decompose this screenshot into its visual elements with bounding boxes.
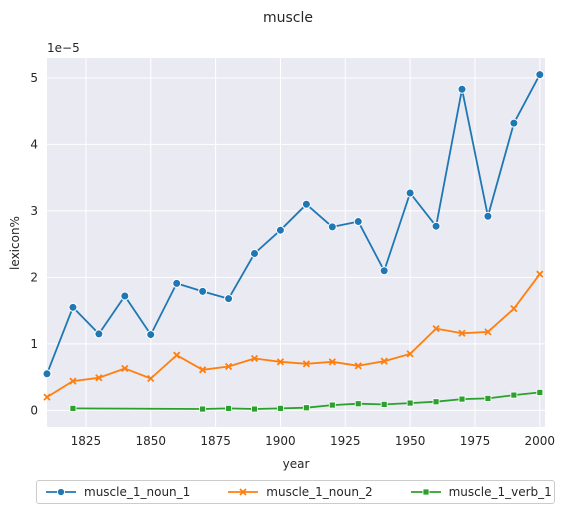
data-point [94,329,104,339]
y-tick-labels: 0 1 2 3 4 5 [30,71,38,417]
x-tick-label: 1875 [200,434,231,448]
data-point [172,278,182,288]
data-point [536,389,544,396]
legend-label-verb-1: muscle_1_verb_1 [448,485,552,499]
chart-title: muscle [263,10,313,26]
data-point [251,405,258,413]
data-point [353,217,363,227]
data-point [224,294,234,304]
legend-item-noun-1: muscle_1_noun_1 [46,485,190,499]
y-tick-label: 1 [30,337,38,351]
legend-item-verb-1: muscle_1_verb_1 [410,485,552,499]
data-point [146,330,156,340]
y-tick-label: 5 [30,71,38,85]
x-tick-label: 1975 [460,434,491,448]
legend-label-noun-1: muscle_1_noun_1 [84,485,191,499]
y-axis-label: lexicon% [8,216,22,270]
y-tick-label: 0 [30,403,38,417]
data-point [95,374,103,382]
data-point [224,362,233,371]
data-point [173,351,181,359]
plot-area [47,58,545,427]
data-point [301,199,311,209]
data-point [198,366,207,374]
data-point [276,358,285,366]
gridlines [47,58,545,427]
legend-label-noun-2: muscle_1_noun_2 [266,485,373,499]
data-point [68,302,78,312]
series-muscle_1_noun_2 [43,270,544,401]
data-point [69,377,77,385]
legend-item-noun-2: muscle_1_noun_2 [228,485,373,499]
data-point [458,329,466,337]
data-point [277,404,284,412]
y-scale-label: 1e−5 [47,41,80,55]
data-point [199,405,207,413]
series-line [46,74,541,375]
data-point [250,354,259,363]
data-point [328,358,336,366]
data-point [406,399,414,407]
data-point [406,350,414,358]
data-point [379,266,389,276]
series-line [46,273,541,398]
data-point [328,401,336,409]
y-tick-label: 4 [30,137,38,151]
data-point [354,362,362,370]
data-point [121,364,129,373]
data-point [405,188,415,198]
series-muscle_1_verb_1 [69,389,544,413]
data-point [380,400,388,408]
data-point [431,221,441,231]
x-tick-label: 1825 [71,434,102,448]
data-point [535,70,545,80]
data-point [327,222,337,232]
data-point [225,404,232,412]
x-tick-label: 1925 [330,434,361,448]
data-point [250,248,259,258]
x-tick-label: 2000 [525,434,556,448]
data-point [120,291,130,301]
series-muscle_1_noun_1 [42,70,545,379]
y-tick-label: 2 [30,270,38,284]
data-point [484,395,492,402]
data-point [510,391,518,399]
data-point [302,360,311,368]
data-point [43,393,51,401]
data-point [380,357,388,365]
data-point [484,328,492,336]
data-point [302,404,310,412]
y-tick-label: 3 [30,204,38,218]
data-point [509,118,519,128]
data-point [69,404,77,412]
data-point [147,374,155,383]
legend-circle-marker-icon [46,487,76,497]
legend-x-marker-icon [228,488,259,496]
x-axis-label: year [283,457,310,471]
data-point [432,398,440,406]
x-tick-label: 1900 [265,434,296,448]
data-point [354,400,362,408]
x-tick-label: 1950 [395,434,426,448]
series-layer [42,70,545,413]
data-point [275,225,285,235]
legend-square-marker-icon [410,488,441,496]
x-tick-labels: 1825 1850 1875 1900 1925 1950 1975 2000 [71,434,555,448]
data-point [198,286,208,296]
data-point [458,395,466,403]
data-point [536,270,544,278]
data-point [510,305,518,313]
x-tick-label: 1850 [135,434,166,448]
legend: muscle_1_noun_1 muscle_1_noun_2 muscle_1… [36,480,555,504]
data-point [432,324,440,333]
data-point [457,84,467,94]
data-point [42,369,52,379]
data-point [483,211,493,221]
